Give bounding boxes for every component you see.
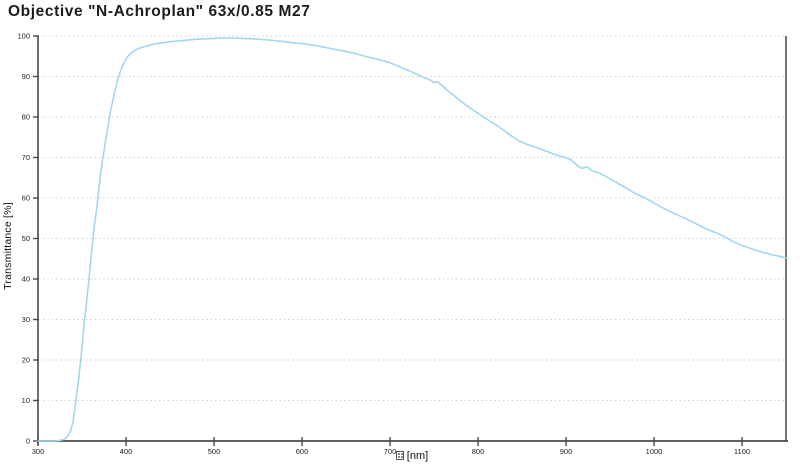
y-tick-label-40: 40 (22, 275, 30, 284)
chart-title: Objective "N-Achroplan" 63x/0.85 M27 (8, 3, 311, 20)
x-tick-label-1000: 1000 (646, 447, 663, 456)
missing-glyph-box-icon (395, 451, 404, 460)
y-tick-label-30: 30 (22, 315, 30, 324)
x-tick-label-900: 900 (560, 447, 573, 456)
y-tick-label-20: 20 (22, 356, 30, 365)
x-tick-label-600: 600 (296, 447, 309, 456)
series-transmittance (37, 37, 787, 442)
x-tick-label-500: 500 (208, 447, 221, 456)
y-tick-label-60: 60 (22, 194, 30, 203)
y-tick-label-100: 100 (17, 32, 30, 41)
y-tick-label-70: 70 (22, 153, 30, 162)
x-tick-label-400: 400 (120, 447, 133, 456)
y-tick-label-80: 80 (22, 113, 30, 122)
x-tick-label-1100: 1100 (734, 447, 750, 456)
y-tick-label-90: 90 (22, 72, 30, 81)
y-tick-label-10: 10 (22, 396, 30, 405)
x-axis-label: [nm] (12, 450, 800, 462)
y-axis-label: Transmittance [%] (2, 202, 14, 290)
y-tick-label-0: 0 (26, 437, 30, 446)
y-tick-label-50: 50 (22, 234, 30, 243)
x-axis-label-text: [nm] (406, 450, 429, 462)
x-tick-label-300: 300 (32, 447, 45, 456)
x-tick-label-800: 800 (472, 447, 485, 456)
x-tick-label-700: 700 (384, 447, 397, 456)
